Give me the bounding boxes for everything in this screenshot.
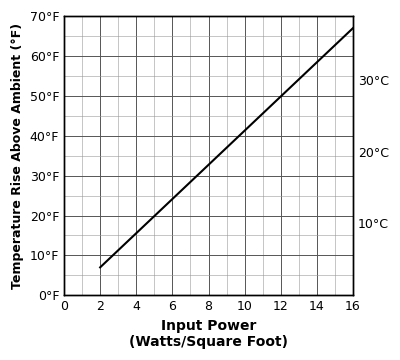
- Y-axis label: Temperature Rise Above Ambient (°F): Temperature Rise Above Ambient (°F): [11, 23, 24, 289]
- X-axis label: Input Power
(Watts/Square Foot): Input Power (Watts/Square Foot): [129, 319, 288, 349]
